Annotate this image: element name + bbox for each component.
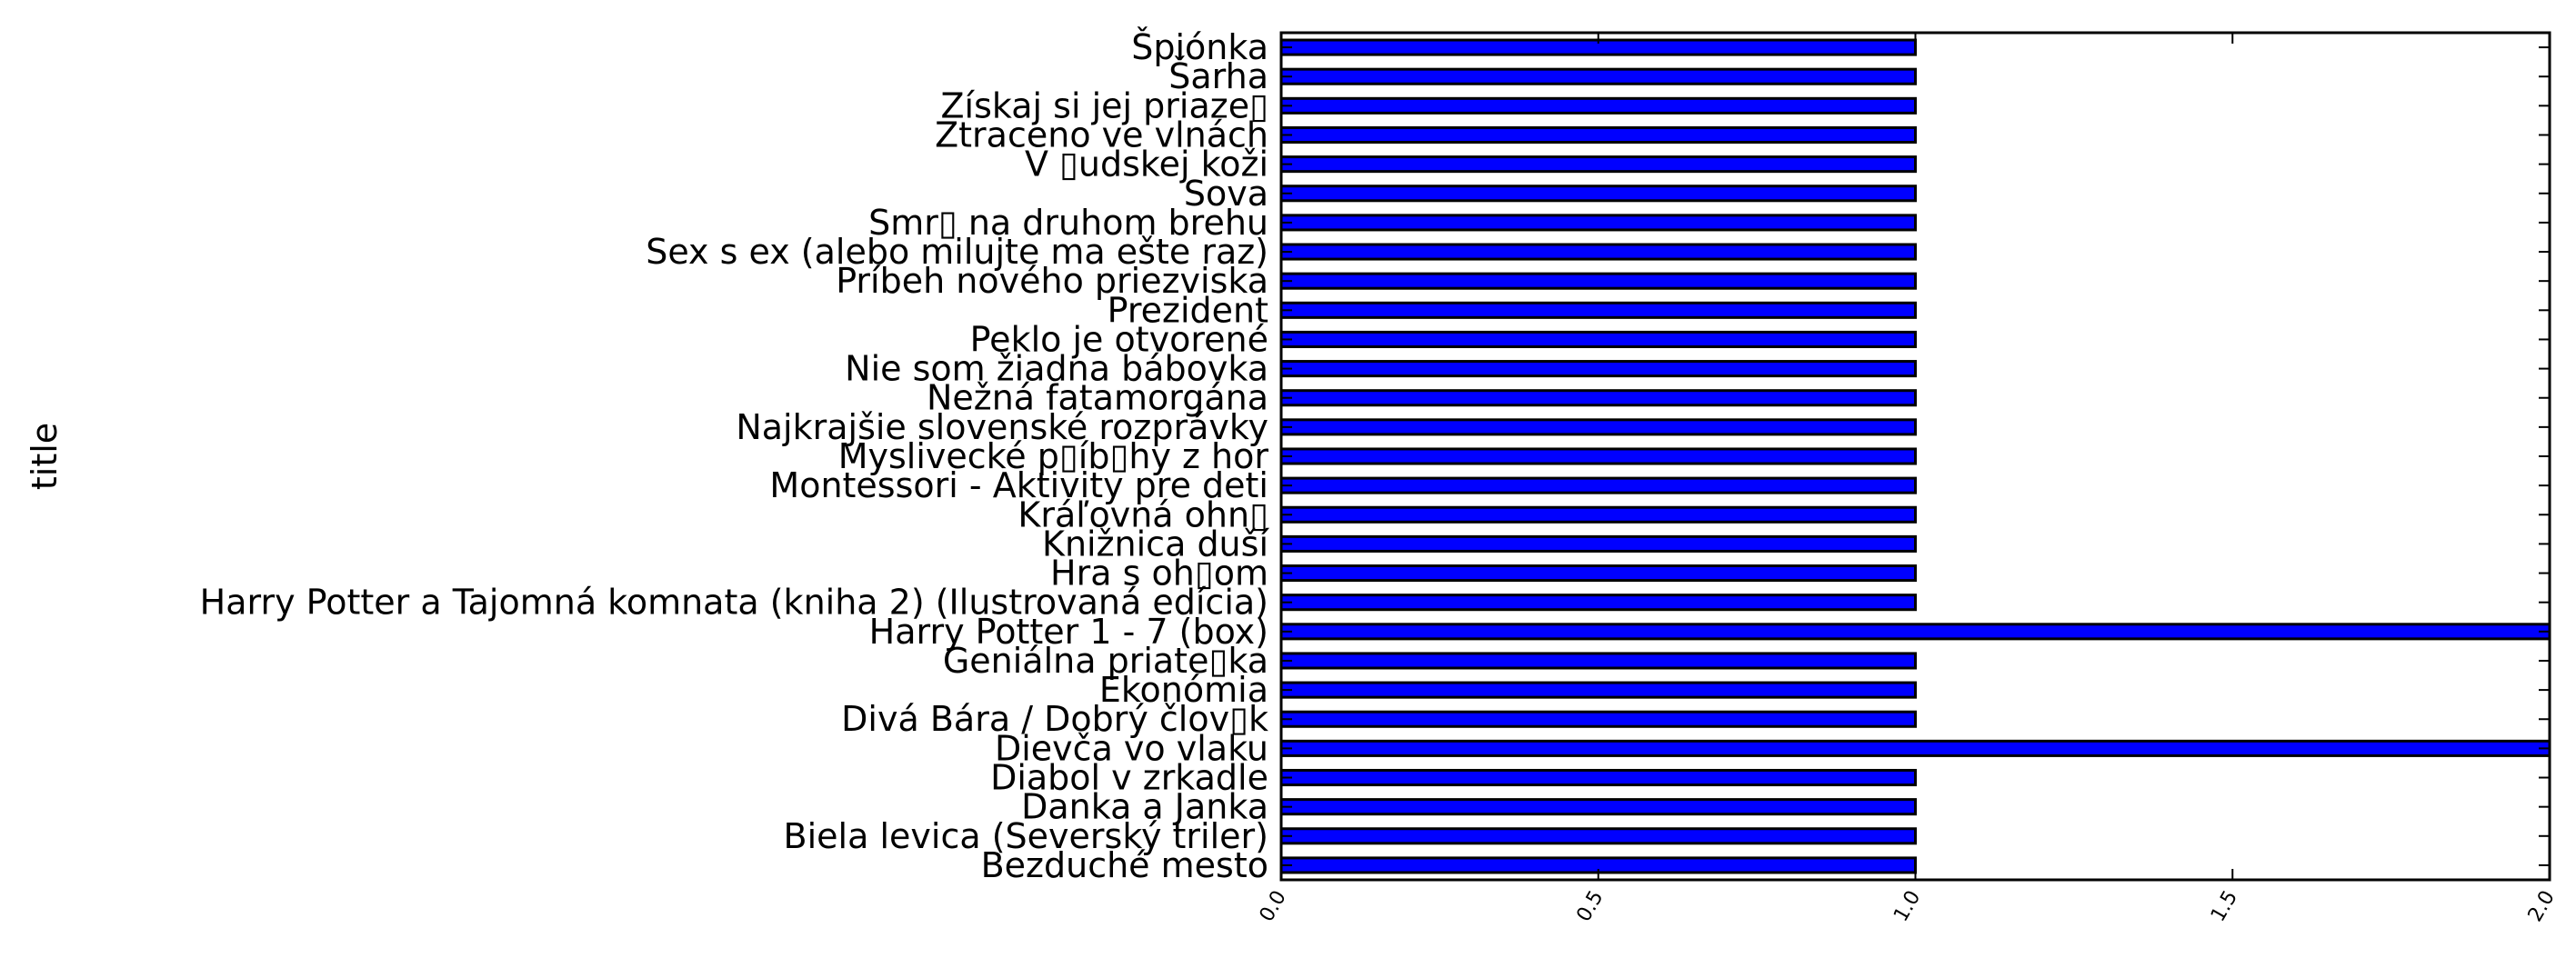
- bar: [1279, 827, 1917, 845]
- y-tick-label: Diabol v zrkadle: [990, 758, 1268, 798]
- y-tick-label: V ▯udskej koži: [1025, 145, 1268, 185]
- y-tick-label: Dievča vo vlaku: [995, 728, 1268, 768]
- bar: [1279, 476, 1917, 494]
- x-tick-label: 2.0: [2524, 887, 2560, 926]
- bar: [1279, 447, 1917, 465]
- bar: [1279, 214, 1917, 232]
- bar: [1279, 418, 1917, 436]
- x-tick-label: 1.0: [1889, 887, 1925, 926]
- bar: [1279, 185, 1917, 203]
- y-tick-label: Harry Potter 1 - 7 (box): [869, 612, 1268, 652]
- y-tick-label: Sex s ex (alebo milujte ma ešte raz): [646, 232, 1268, 272]
- bar: [1279, 798, 1917, 816]
- bar: [1279, 67, 1917, 85]
- y-tick-label: Ztraceno ve vlnách: [935, 115, 1268, 155]
- y-tick-label: Prezident: [1108, 290, 1268, 330]
- bar: [1279, 739, 2551, 757]
- y-tick-label: Bezduché mesto: [981, 845, 1268, 885]
- bar: [1279, 681, 1917, 699]
- y-tick-label: Sova: [1184, 174, 1268, 214]
- bar: [1279, 710, 1917, 728]
- y-tick-label: Myslivecké p▯íb▯hy z hor: [838, 436, 1269, 476]
- y-tick-label: Danka a Janka: [1021, 787, 1268, 827]
- y-tick-label: Hra s oh▯om: [1050, 554, 1268, 594]
- bar: [1279, 301, 1917, 319]
- bars-layer: [1279, 38, 2551, 874]
- bar: [1279, 96, 1917, 115]
- ticks-layer: [1280, 33, 2551, 880]
- y-tick-label: Kráľovná ohn▯: [1017, 494, 1268, 534]
- bar: [1279, 155, 1917, 174]
- y-axis-title: title: [25, 423, 65, 490]
- x-tick-labels: 0.0 0.5 1.0 1.5 2.0: [1256, 887, 2560, 926]
- bar: [1279, 534, 1917, 553]
- bar: [1279, 505, 1917, 524]
- y-tick-label: Knižnica duší: [1042, 524, 1269, 564]
- bar: [1279, 768, 1917, 787]
- bar: [1279, 652, 1917, 670]
- bar: [1279, 330, 1917, 348]
- y-tick-label: Harry Potter a Tajomná komnata (kniha 2)…: [200, 583, 1268, 623]
- x-tick-label: 0.5: [1572, 887, 1608, 926]
- y-tick-label: Špiónka: [1131, 27, 1268, 67]
- y-tick-label: Nie som žiadna bábovka: [845, 349, 1268, 389]
- y-tick-label: Získaj si jej priaze▯: [941, 85, 1268, 125]
- x-tick-label: 1.5: [2207, 887, 2242, 926]
- y-tick-label: Ekonómia: [1099, 670, 1268, 710]
- bar: [1279, 272, 1917, 290]
- bar: [1279, 623, 2551, 641]
- y-tick-label: Peklo je otvorené: [970, 319, 1268, 359]
- y-tick-label: Najkrajšie slovenské rozprávky: [736, 407, 1268, 447]
- y-tick-label: Montessori - Aktivity pre deti: [769, 465, 1268, 505]
- bar: [1279, 360, 1917, 378]
- y-tick-label: Smr▯ na druhom brehu: [868, 203, 1268, 243]
- bar: [1279, 243, 1917, 261]
- bar: [1279, 564, 1917, 583]
- y-tick-label: Šarha: [1168, 56, 1268, 96]
- y-tick-label: Príbeh nového priezviska: [836, 261, 1268, 301]
- bar: [1279, 125, 1917, 145]
- y-tick-label: Geniálna priate▯ka: [943, 641, 1268, 681]
- x-tick-label: 0.0: [1256, 887, 1291, 926]
- y-tick-label: Divá Bára / Dobrý člov▯k: [841, 699, 1268, 739]
- plot-frame: [1279, 31, 2551, 882]
- y-tick-label: Nežná fatamorgána: [927, 378, 1268, 418]
- bar: [1279, 594, 1917, 612]
- y-tick-label: Biela levica (Severský triler): [784, 816, 1268, 856]
- bar: [1279, 389, 1917, 407]
